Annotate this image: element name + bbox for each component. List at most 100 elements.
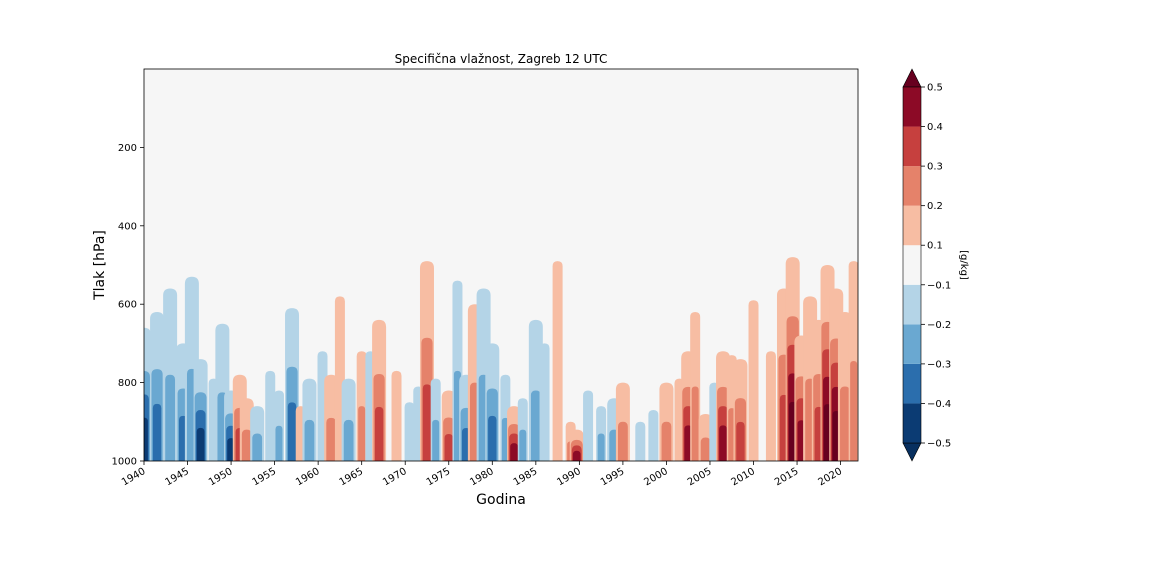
- x-tick-label: 1980: [468, 466, 496, 488]
- y-tick-label: 200: [118, 143, 137, 154]
- colorbar-extend-below: [902, 442, 922, 462]
- x-tick-label: 1990: [555, 466, 583, 488]
- contour-band: [252, 433, 263, 461]
- anomaly-column: [698, 413, 713, 461]
- anomaly-column: [716, 351, 731, 461]
- contour-band: [648, 410, 659, 461]
- anomaly-column: [552, 261, 563, 461]
- anomaly-column: [265, 370, 276, 461]
- contour-band: [748, 300, 759, 461]
- x-tick-label: 1985: [512, 466, 540, 488]
- colorbar-segment: [903, 403, 921, 443]
- anomaly-column: [391, 370, 402, 461]
- x-tick-label: 2010: [729, 466, 757, 488]
- x-tick-label: 1940: [120, 466, 148, 488]
- contour-band: [432, 419, 440, 461]
- anomaly-column: [250, 406, 265, 461]
- anomaly-column: [273, 390, 284, 461]
- anomaly-column: [341, 378, 356, 461]
- contour-band: [539, 343, 550, 461]
- y-tick-label: 600: [118, 300, 137, 311]
- y-tick-label: 400: [118, 221, 137, 232]
- colorbar-segment: [903, 166, 921, 206]
- contour-band: [275, 425, 283, 461]
- x-tick-label: 2000: [642, 466, 670, 488]
- contour-band: [840, 386, 850, 461]
- anomaly-column: [635, 421, 646, 461]
- contour-band: [661, 421, 672, 461]
- contour-band: [635, 421, 646, 461]
- anomaly-column: [596, 406, 607, 461]
- colorbar-segment: [903, 126, 921, 167]
- colorbar-frame: [902, 86, 922, 444]
- contour-band: [691, 386, 699, 461]
- anomaly-column: [528, 319, 543, 461]
- contour-band: [736, 421, 745, 461]
- contour-band: [765, 351, 776, 461]
- y-axis: 200 400 600 800 1000: [112, 143, 144, 468]
- y-tick-label: 1000: [112, 457, 137, 468]
- colorbar-tick-label: −0.3: [927, 359, 951, 370]
- contour-band: [144, 417, 148, 461]
- anomaly-column: [765, 351, 776, 461]
- x-tick-label: 1995: [599, 466, 627, 488]
- anomaly-column: [419, 261, 434, 461]
- y-tick-label: 800: [118, 378, 137, 389]
- anomaly-column: [539, 343, 550, 461]
- contour-band: [572, 450, 581, 461]
- contour-band: [488, 415, 497, 461]
- contour-band: [287, 402, 297, 461]
- anomaly-column: [583, 390, 594, 461]
- colorbar-tick-label: −0.2: [927, 320, 951, 331]
- contour-band: [152, 403, 162, 461]
- x-axis-title: Godina: [476, 492, 526, 508]
- anomaly-column: [163, 288, 178, 461]
- anomaly-column: [441, 390, 456, 461]
- contour-band: [241, 429, 252, 461]
- contour-band: [519, 429, 527, 461]
- contour-band: [444, 433, 453, 461]
- contour-band: [530, 390, 541, 461]
- colorbar-tick-label: 0.4: [927, 122, 943, 133]
- colorbar: −0.5 −0.4 −0.3 −0.2 −0.1 0.1 0.2 0.3 0.4 0.5: [902, 68, 951, 462]
- x-tick-label: 2020: [817, 466, 845, 488]
- anomaly-column: [690, 312, 701, 461]
- chart-title: Specifična vlažnost, Zagreb 12 UTC: [395, 52, 608, 66]
- contour-band: [304, 419, 315, 461]
- anomaly-column: [517, 398, 528, 461]
- anomaly-column: [837, 312, 852, 461]
- x-tick-label: 1970: [381, 466, 409, 488]
- anomaly-column: [848, 261, 858, 461]
- anomaly-column: [648, 410, 659, 461]
- colorbar-tick-label: 0.3: [927, 162, 943, 173]
- contour-band: [719, 425, 727, 461]
- contour-band: [510, 443, 518, 461]
- colorbar-segment: [903, 205, 921, 246]
- contour-band: [850, 361, 858, 461]
- colorbar-segment: [903, 87, 921, 127]
- contour-band: [165, 374, 176, 461]
- x-tick-label: 1960: [294, 466, 322, 488]
- x-axis: 1940 1945 1950 1955 1960 1965 1970 1975 1980 1985…: [120, 461, 844, 488]
- anomaly-column: [507, 406, 522, 461]
- colorbar-tick-label: 0.2: [927, 201, 943, 212]
- contour-band: [196, 427, 205, 461]
- contour-band: [374, 406, 384, 461]
- y-axis-title: Tlak [hPa]: [92, 230, 108, 301]
- anomaly-column: [404, 402, 415, 461]
- anomaly-column: [144, 327, 151, 461]
- colorbar-extend-above: [902, 68, 922, 88]
- contour-band: [700, 437, 711, 461]
- x-tick-label: 1955: [251, 466, 279, 488]
- x-tick-label: 2015: [773, 466, 801, 488]
- x-tick-label: 1950: [207, 466, 235, 488]
- anomaly-column: [372, 319, 387, 461]
- colorbar-tick-label: −0.5: [927, 439, 951, 450]
- anomaly-column: [302, 378, 317, 461]
- anomaly-column: [193, 359, 208, 461]
- x-tick-label: 2005: [686, 466, 714, 488]
- colorbar-segment: [903, 324, 921, 364]
- colorbar-label: [g/kg]: [958, 250, 969, 280]
- x-tick-label: 1975: [425, 466, 453, 488]
